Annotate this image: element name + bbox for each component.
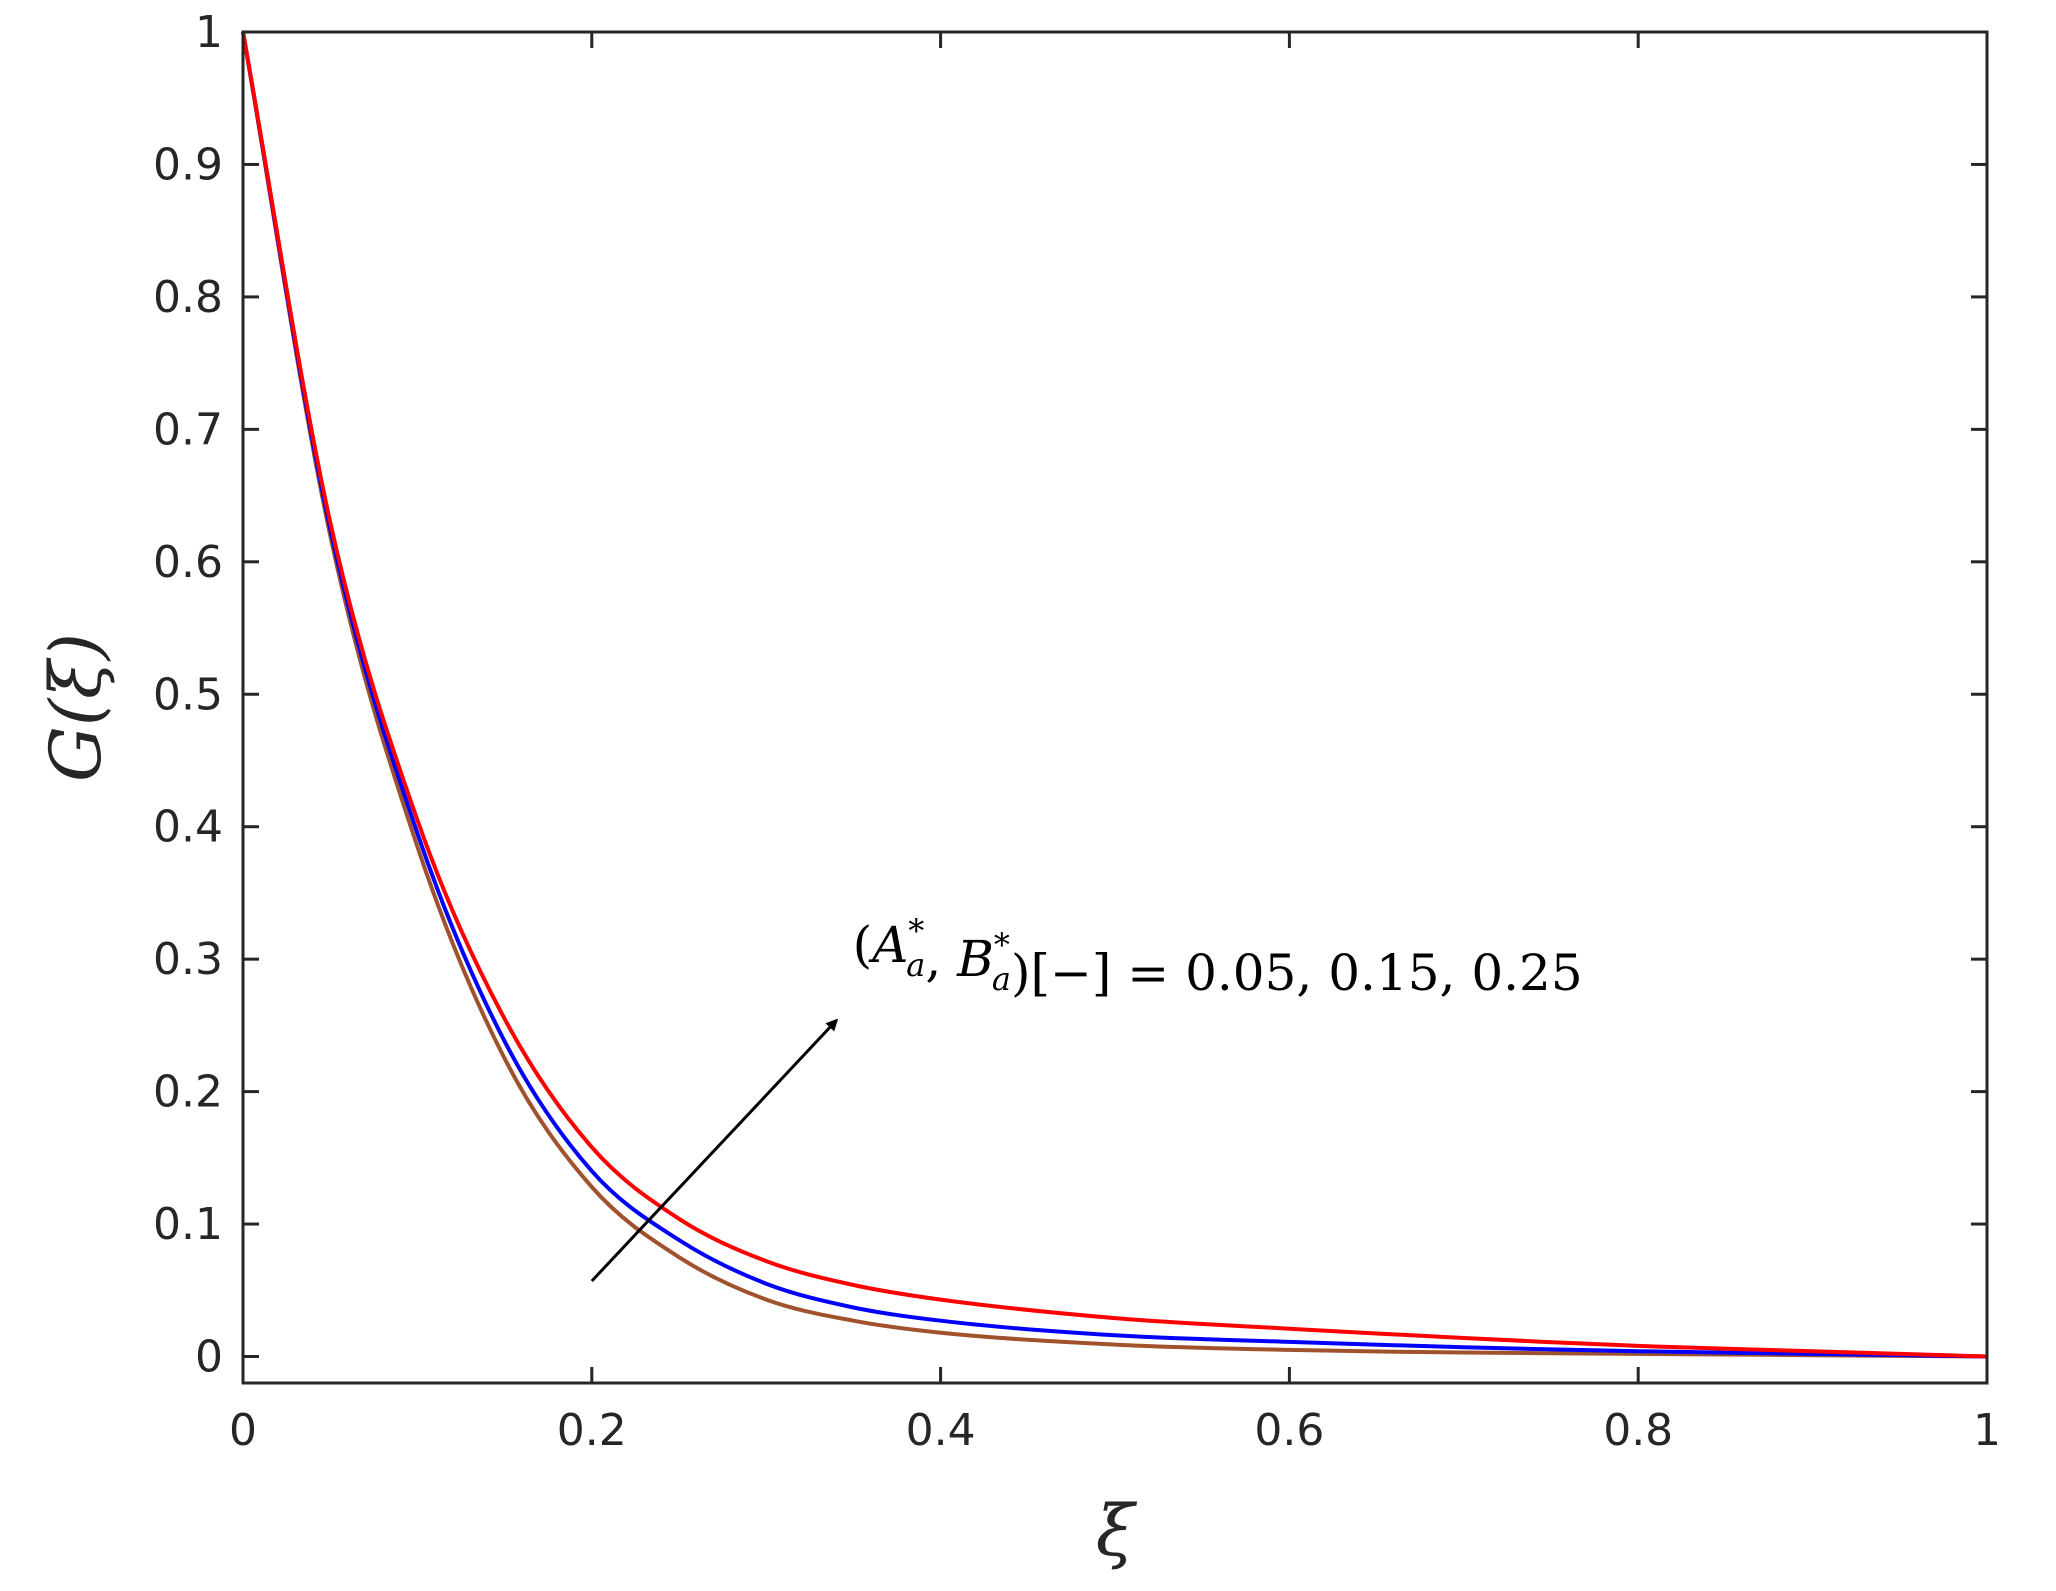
y-tick-label: 0.7 bbox=[153, 404, 223, 455]
x-tick-label: 0.2 bbox=[557, 1405, 627, 1456]
series-layer bbox=[241, 31, 1988, 1359]
y-tick-label: 0.5 bbox=[153, 669, 223, 720]
axis-labels: 0 0.2 0.4 0.6 0.8 1 0 0.1 0.2 0.3 0.4 0.5 0.6 0.7 0.8 0… bbox=[35, 7, 2001, 1572]
axis-ticks bbox=[241, 30, 1989, 1383]
x-axis-label: ξ bbox=[1096, 1490, 1138, 1572]
annotation-text: (A* a, B* a)[−] = 0.05, 0.15, 0.25 bbox=[853, 912, 1583, 1002]
series-line-1 bbox=[241, 31, 1988, 1359]
x-tick-label: 0.4 bbox=[906, 1405, 976, 1456]
y-tick-label: 0.1 bbox=[153, 1199, 223, 1250]
x-tick-label: 0.8 bbox=[1603, 1405, 1673, 1456]
y-tick-label: 0.6 bbox=[153, 537, 223, 588]
x-tick-label: 1 bbox=[1973, 1405, 2001, 1456]
y-tick-label: 0.8 bbox=[153, 272, 223, 323]
plot-frame bbox=[241, 30, 1989, 1385]
x-tick-label: 0 bbox=[229, 1405, 257, 1456]
series-line-3 bbox=[241, 31, 1988, 1359]
y-axis-label: G(ξ) bbox=[35, 633, 117, 782]
annotation-layer: (A* a, B* a)[−] = 0.05, 0.15, 0.25 bbox=[590, 912, 1583, 1283]
series-line-2 bbox=[241, 31, 1988, 1359]
y-tick-label: 0.4 bbox=[153, 802, 223, 853]
y-tick-label: 0.2 bbox=[153, 1067, 223, 1118]
y-tick-label: 0 bbox=[195, 1332, 223, 1383]
annotation-arrow bbox=[590, 1018, 839, 1283]
y-tick-label: 0.9 bbox=[153, 139, 223, 190]
x-tick-label: 0.6 bbox=[1254, 1405, 1324, 1456]
y-tick-label: 0.3 bbox=[153, 934, 223, 985]
y-tick-label: 1 bbox=[195, 7, 223, 58]
